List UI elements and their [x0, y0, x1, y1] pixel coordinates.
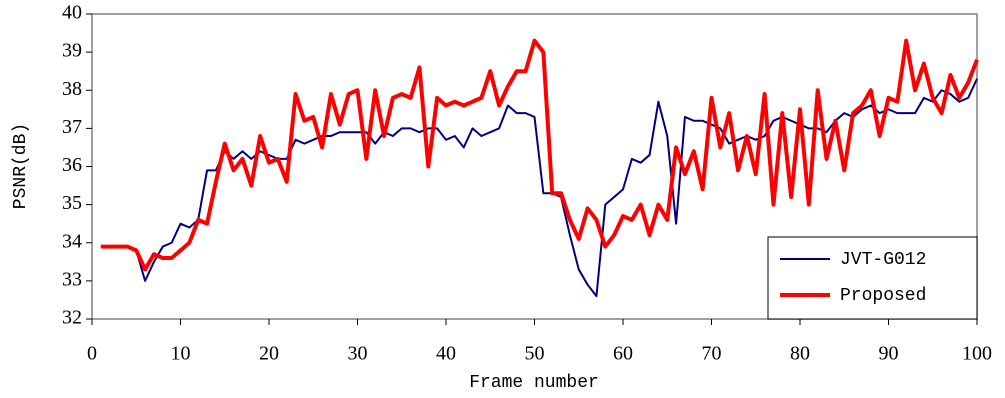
x-tick-label: 50 [525, 343, 545, 365]
legend-label: JVT-G012 [840, 250, 926, 270]
y-tick-label: 39 [62, 40, 82, 62]
x-tick-label: 60 [613, 343, 633, 365]
y-tick-label: 38 [62, 78, 82, 100]
x-tick-label: 80 [790, 343, 810, 365]
x-tick-label: 10 [171, 343, 191, 365]
x-tick-label: 100 [962, 343, 992, 365]
x-tick-label: 40 [436, 343, 456, 365]
x-tick-label: 20 [259, 343, 279, 365]
y-tick-label: 37 [62, 116, 82, 138]
x-axis-label: Frame number [469, 373, 599, 393]
y-tick-label: 32 [62, 307, 82, 329]
legend-box [767, 236, 978, 320]
x-tick-label: 70 [702, 343, 722, 365]
x-tick-label: 30 [348, 343, 368, 365]
y-tick-label: 34 [62, 230, 82, 252]
y-tick-label: 33 [62, 268, 82, 290]
y-tick-label: 36 [62, 154, 82, 176]
y-tick-label: 35 [62, 192, 82, 214]
y-axis-label: PSNR(dB) [11, 123, 31, 209]
line-series [100, 38, 979, 272]
x-tick-label: 90 [879, 343, 899, 365]
x-tick-label: 0 [87, 343, 97, 365]
y-tick-label: 40 [62, 2, 82, 24]
legend-label: Proposed [840, 286, 926, 306]
line-series [100, 78, 978, 298]
